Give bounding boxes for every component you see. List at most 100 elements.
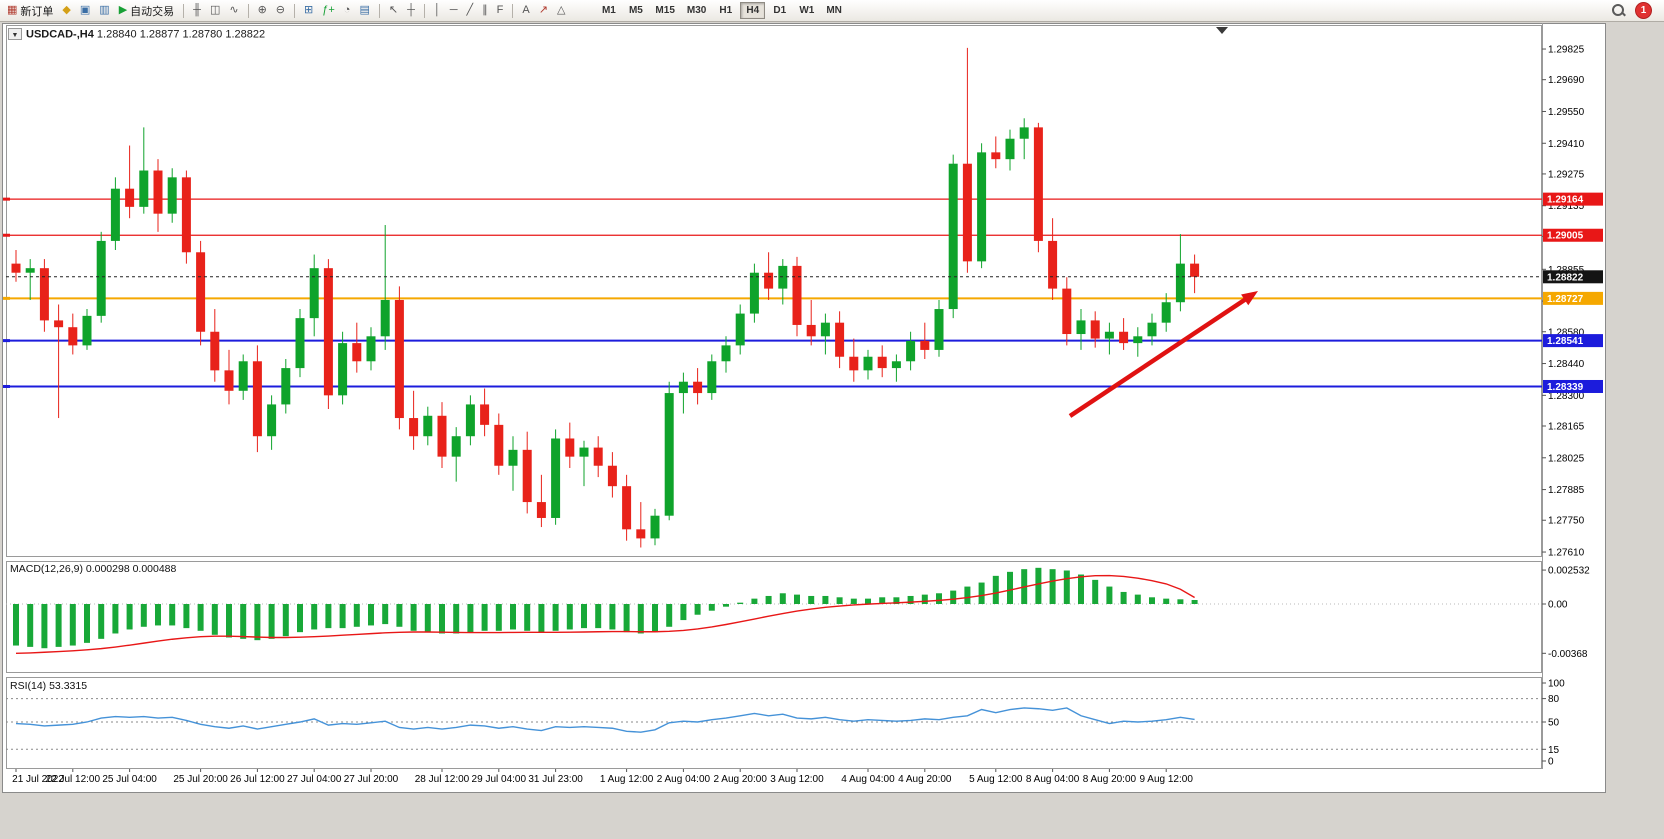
- trend-arrow-annotation[interactable]: [1068, 291, 1258, 418]
- templates-icon: ▤: [359, 4, 370, 16]
- shapes-button[interactable]: △: [553, 2, 569, 20]
- zoom-out-button[interactable]: ⊖: [272, 2, 289, 20]
- svg-text:1.29164: 1.29164: [1547, 195, 1584, 206]
- svg-text:21 Jul 2022: 21 Jul 2022: [12, 774, 64, 785]
- new-order-button-label: 新订单: [20, 5, 54, 18]
- svg-text:0.00: 0.00: [1548, 600, 1568, 611]
- toolbar-separator: [247, 3, 249, 18]
- chart-canvas[interactable]: ▼ USDCAD-,H4 1.28840 1.28877 1.28780 1.28…: [2, 23, 1606, 793]
- arrows-button[interactable]: ↗: [535, 2, 552, 20]
- chart-window[interactable]: ▼ USDCAD-,H4 1.28840 1.28877 1.28780 1.28…: [0, 22, 1664, 793]
- cursor-button[interactable]: ↖: [385, 2, 402, 20]
- price-line-badge: 1.28339: [1543, 379, 1603, 393]
- channel-button[interactable]: ∥: [478, 2, 492, 20]
- mt4-window: ▦ 新订单 ◆ ▣ ▥ ▶ 自动交易 ╫ ◫ ∿ ⊕ ⊖ ⊞ ƒ+ ◔ ▤ ↖ ┼ │ ─ ╱ ∥ F A ↗ △ M1 M5 M15…: [0, 0, 1664, 793]
- zoom-out-icon: ⊖: [275, 4, 286, 16]
- horizontal-line-button[interactable]: ─: [446, 2, 462, 20]
- toolbar-separator: [512, 3, 514, 18]
- svg-text:4 Aug 20:00: 4 Aug 20:00: [898, 774, 952, 785]
- svg-text:25 Jul 20:00: 25 Jul 20:00: [173, 774, 228, 785]
- timeframe-mn-button[interactable]: MN: [821, 2, 847, 19]
- periods-button[interactable]: ◔: [340, 2, 355, 20]
- timeframe-m5-button[interactable]: M5: [623, 2, 648, 19]
- profiles-button[interactable]: ▣: [76, 2, 94, 20]
- terminal-button[interactable]: ▥: [95, 2, 113, 20]
- svg-text:3 Aug 12:00: 3 Aug 12:00: [770, 774, 824, 785]
- svg-text:1.28339: 1.28339: [1547, 382, 1584, 393]
- cursor-icon: ↖: [388, 4, 399, 16]
- svg-text:2 Aug 20:00: 2 Aug 20:00: [714, 774, 768, 785]
- new-order-button[interactable]: ▦ 新订单: [3, 2, 57, 20]
- timeframe-h1-button[interactable]: H1: [713, 2, 738, 19]
- timeframe-m30-button[interactable]: M30: [682, 2, 711, 19]
- trendline-icon: ╱: [466, 4, 474, 16]
- search-icon[interactable]: [1611, 3, 1626, 18]
- rsi-label: RSI(14) 53.3315: [10, 680, 87, 692]
- price-line-badge: 1.29005: [1543, 228, 1603, 242]
- toolbar-items: ▦ 新订单 ◆ ▣ ▥ ▶ 自动交易 ╫ ◫ ∿ ⊕ ⊖ ⊞ ƒ+ ◔ ▤ ↖ ┼ │ ─ ╱ ∥ F A ↗ △: [3, 2, 569, 20]
- svg-text:29 Jul 04:00: 29 Jul 04:00: [472, 774, 527, 785]
- templates-button[interactable]: ▤: [355, 2, 373, 20]
- notification-badge[interactable]: 1: [1636, 3, 1651, 18]
- timeframe-m15-button[interactable]: M15: [650, 2, 679, 19]
- charts-button[interactable]: ◆: [58, 2, 74, 20]
- fibonacci-icon: F: [496, 4, 504, 16]
- svg-text:1.29410: 1.29410: [1548, 139, 1585, 150]
- svg-text:1.28300: 1.28300: [1548, 391, 1585, 402]
- tile-windows-button[interactable]: ⊞: [300, 2, 317, 20]
- main-chart-layer[interactable]: ▼ USDCAD-,H4 1.28840 1.28877 1.28780 1.28…: [3, 27, 1542, 548]
- bars-chart-icon: ╫: [193, 4, 201, 16]
- line-chart-type-button[interactable]: ∿: [225, 2, 242, 20]
- crosshair-icon: ┼: [407, 4, 415, 16]
- horizontal-lines-layer: [3, 197, 1542, 388]
- main-price-panel: [6, 25, 1542, 557]
- crosshair-button[interactable]: ┼: [403, 2, 419, 20]
- svg-text:1.28822: 1.28822: [1547, 272, 1584, 283]
- fibonacci-button[interactable]: F: [493, 2, 508, 20]
- indicators-button[interactable]: ƒ+: [318, 2, 339, 20]
- svg-text:1.27610: 1.27610: [1548, 548, 1585, 559]
- macd-layer: MACD(12,26,9) 0.000298 0.000488 0.002532 0…: [6, 563, 1590, 660]
- zoom-in-icon: ⊕: [257, 4, 267, 16]
- gold-diamond-icon: ◆: [62, 4, 71, 16]
- chevron-down-icon: ▼: [12, 32, 19, 39]
- timeframe-d1-button[interactable]: D1: [767, 2, 792, 19]
- timeframe-m1-button[interactable]: M1: [596, 2, 621, 19]
- profiles-icon: ▣: [79, 4, 91, 16]
- price-line-badge: 1.28822: [1543, 270, 1603, 284]
- main-toolbar: ▦ 新订单 ◆ ▣ ▥ ▶ 自动交易 ╫ ◫ ∿ ⊕ ⊖ ⊞ ƒ+ ◔ ▤ ↖ ┼ │ ─ ╱ ∥ F A ↗ △ M1 M5 M15…: [0, 0, 1664, 22]
- price-line-badge: 1.29164: [1543, 192, 1603, 206]
- auto-trading-button[interactable]: ▶ 自动交易: [115, 2, 178, 20]
- price-axis[interactable]: 1.29825 1.29690 1.29550 1.29410 1.29275 1.291…: [1542, 45, 1603, 559]
- timeframe-h4-button[interactable]: H4: [740, 2, 766, 19]
- rsi-layer: RSI(14) 53.3315 100 80 50 150: [6, 679, 1565, 768]
- svg-text:22 Jul 12:00: 22 Jul 12:00: [46, 774, 101, 785]
- svg-text:1.27885: 1.27885: [1548, 485, 1585, 496]
- svg-text:1.29690: 1.29690: [1548, 75, 1585, 86]
- svg-text:5 Aug 12:00: 5 Aug 12:00: [969, 774, 1023, 785]
- bar-chart-type-button[interactable]: ╫: [189, 2, 205, 20]
- chart-quick-menu-button[interactable]: [8, 28, 22, 40]
- svg-text:4 Aug 04:00: 4 Aug 04:00: [841, 774, 895, 785]
- svg-text:26 Jul 12:00: 26 Jul 12:00: [230, 774, 285, 785]
- svg-text:1.28025: 1.28025: [1548, 453, 1585, 464]
- auto-trading-play-icon: ▶: [118, 4, 128, 16]
- line-chart-icon: ∿: [229, 4, 239, 16]
- svg-text:27 Jul 20:00: 27 Jul 20:00: [344, 774, 399, 785]
- vertical-line-button[interactable]: │: [430, 2, 445, 20]
- svg-text:1.28541: 1.28541: [1547, 336, 1584, 347]
- macd-label: MACD(12,26,9) 0.000298 0.000488: [10, 563, 177, 575]
- line-left-marker: [3, 197, 10, 201]
- text-label-button[interactable]: A: [518, 2, 533, 20]
- candlestick-chart-type-button[interactable]: ◫: [206, 2, 224, 20]
- trendline-button[interactable]: ╱: [463, 2, 478, 20]
- clock-icon: ◔: [343, 4, 351, 16]
- zoom-in-button[interactable]: ⊕: [254, 2, 271, 20]
- text-icon: A: [522, 4, 530, 16]
- auto-trading-button-label: 自动交易: [130, 5, 175, 18]
- rsi-panel: [6, 677, 1542, 769]
- svg-text:50: 50: [1548, 718, 1560, 729]
- vertical-line-icon: │: [433, 4, 441, 16]
- timeframe-w1-button[interactable]: W1: [794, 2, 819, 19]
